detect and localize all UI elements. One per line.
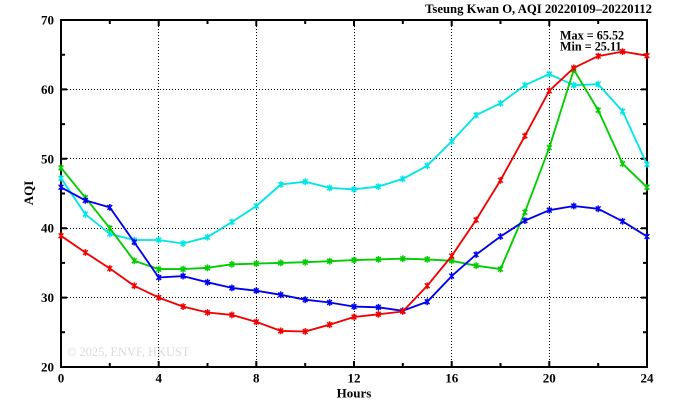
svg-text:4: 4 <box>155 371 162 386</box>
svg-text:Min = 25.11: Min = 25.11 <box>560 40 621 54</box>
svg-text:24: 24 <box>641 371 655 386</box>
svg-text:AQI: AQI <box>21 181 36 206</box>
svg-text:70: 70 <box>41 13 54 28</box>
svg-text:12: 12 <box>348 371 361 386</box>
svg-text:0: 0 <box>58 371 65 386</box>
svg-text:8: 8 <box>253 371 260 386</box>
svg-text:30: 30 <box>41 290 54 305</box>
svg-text:60: 60 <box>41 82 54 97</box>
svg-text:Tseung Kwan O, AQI 20220109–20: Tseung Kwan O, AQI 20220109–20220112 <box>425 2 652 16</box>
svg-text:20: 20 <box>41 360 54 375</box>
svg-text:© 2025, ENVF, HKUST: © 2025, ENVF, HKUST <box>67 345 190 359</box>
svg-text:16: 16 <box>445 371 459 386</box>
svg-text:Hours: Hours <box>337 386 372 401</box>
svg-text:Max = 65.52: Max = 65.52 <box>560 29 624 43</box>
svg-text:40: 40 <box>41 221 54 236</box>
svg-text:50: 50 <box>41 151 54 166</box>
svg-text:20: 20 <box>543 371 556 386</box>
